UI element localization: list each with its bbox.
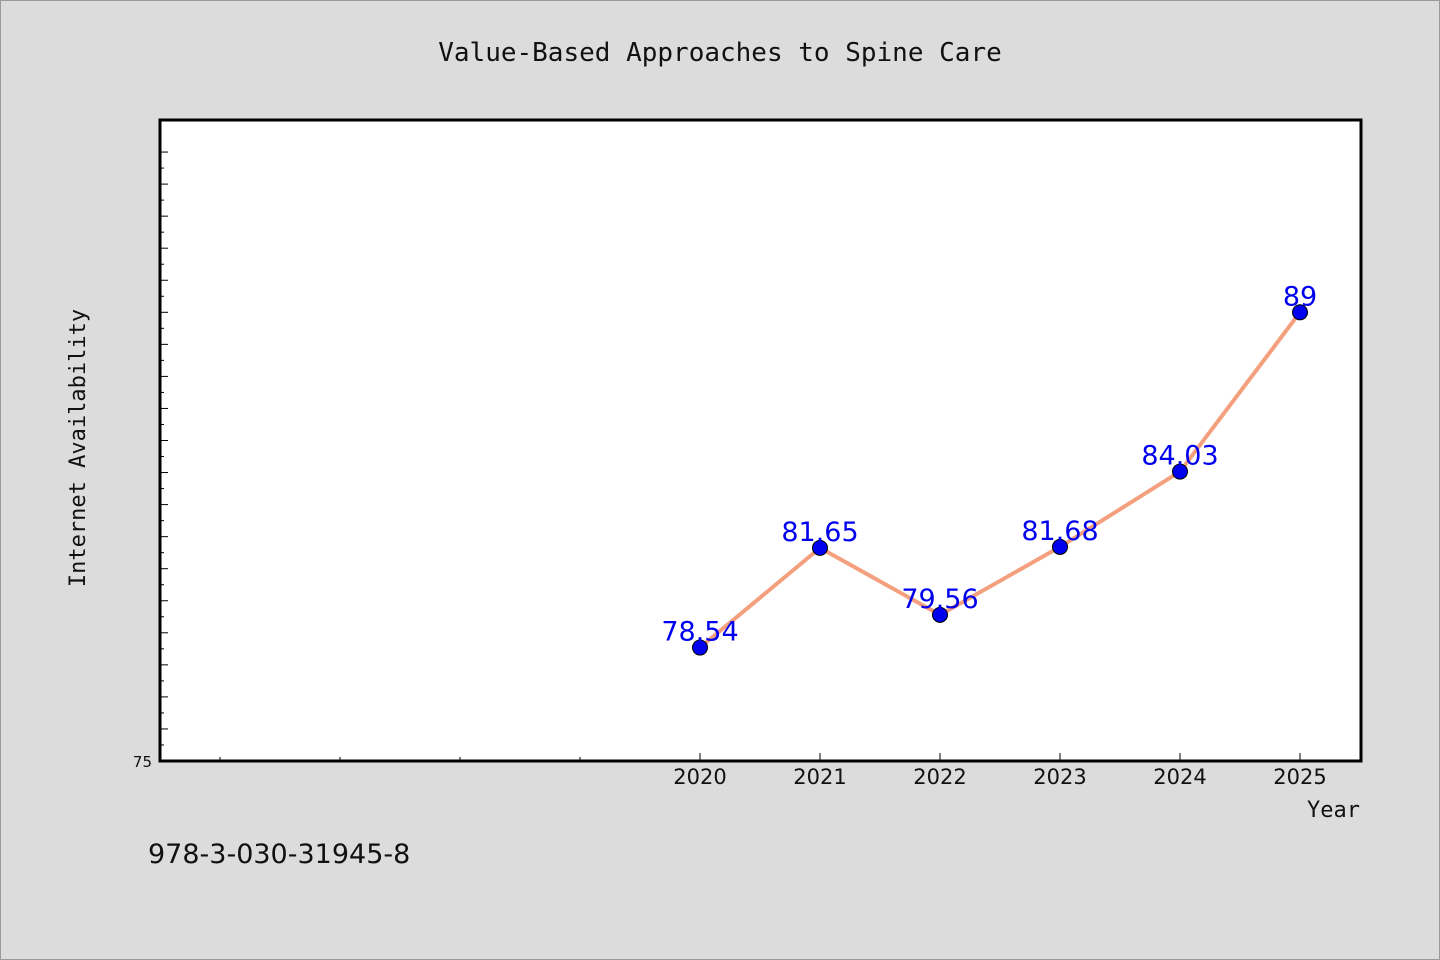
data-point — [932, 606, 948, 623]
x-tick-label: 2024 — [1153, 765, 1206, 789]
x-tick-label: 2021 — [793, 765, 846, 789]
data-label: 81.65 — [781, 517, 858, 548]
data-label: 84.03 — [1141, 441, 1218, 472]
x-tick-label: 2022 — [913, 765, 966, 789]
plot-area — [158, 118, 1363, 763]
data-point — [692, 639, 708, 656]
y-axis-label: Internet Availability — [66, 309, 91, 587]
x-tick-label: 2020 — [673, 765, 726, 789]
data-label-layer: 78.54 81.65 79.56 81.68 84.03 89 — [661, 281, 1317, 647]
x-axis-ticks: 2020 2021 2022 2023 2024 2025 — [219, 753, 1327, 789]
x-tick-label: 2023 — [1033, 765, 1086, 789]
series-layer — [692, 304, 1308, 656]
y-axis-ticks: 75 — [133, 151, 168, 771]
data-label: 81.68 — [1021, 516, 1098, 547]
data-label: 89 — [1283, 281, 1317, 312]
series-line — [698, 310, 1302, 650]
x-tick-label: 2025 — [1273, 765, 1326, 789]
data-label: 79.56 — [901, 584, 978, 615]
data-label: 78.54 — [661, 617, 738, 648]
data-point — [1172, 463, 1188, 480]
footer-isbn: 978-3-030-31945-8 — [148, 839, 410, 870]
data-point — [812, 539, 828, 556]
data-point — [1052, 538, 1068, 555]
data-point — [1292, 304, 1308, 321]
y-tick-label: 75 — [133, 753, 152, 771]
x-axis-label: Year — [1307, 798, 1360, 823]
chart-title: Value-Based Approaches to Spine Care — [438, 38, 1002, 68]
